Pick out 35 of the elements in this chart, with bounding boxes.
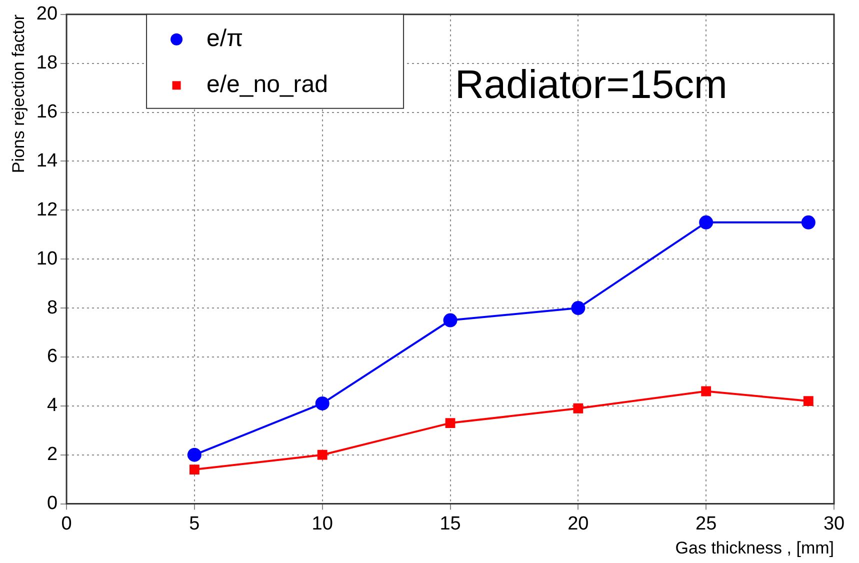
- y-tick-label: 0: [46, 493, 58, 514]
- point: [443, 313, 458, 328]
- y-tick-label: 12: [36, 199, 58, 220]
- legend-label: e/e_no_rad: [206, 71, 328, 98]
- y-tick-label: 20: [36, 4, 58, 25]
- y-axis-title: Pions rejection factor: [8, 14, 28, 174]
- y-tick-label: 14: [36, 150, 58, 172]
- y-tick-label: 6: [46, 346, 58, 368]
- annotation: Radiator=15cm: [455, 63, 728, 108]
- x-tick-label: 15: [440, 513, 461, 534]
- x-tick-label: 25: [696, 513, 717, 534]
- x-tick-label: 30: [823, 513, 845, 534]
- y-tick-label: 2: [46, 444, 58, 466]
- x-tick-label: 10: [312, 513, 333, 534]
- x-tick-label: 0: [61, 513, 72, 534]
- point: [699, 215, 714, 230]
- point: [317, 450, 328, 460]
- point: [315, 396, 330, 410]
- point: [803, 396, 814, 406]
- y-tick-label: 8: [46, 297, 58, 318]
- x-tick-label: 5: [189, 513, 200, 534]
- point: [701, 386, 712, 396]
- y-tick-label: 18: [36, 52, 58, 74]
- point: [801, 215, 816, 230]
- point: [573, 403, 584, 414]
- point: [445, 418, 456, 428]
- point: [189, 464, 200, 474]
- x-axis-title: Gas thickness , [mm]: [675, 538, 834, 558]
- y-tick-label: 10: [36, 248, 58, 270]
- y-tick-label: 16: [36, 102, 58, 123]
- point: [187, 448, 202, 462]
- legend-label: e/π: [206, 25, 244, 52]
- point: [571, 301, 586, 316]
- x-tick-label: 20: [568, 513, 589, 534]
- y-tick-label: 4: [46, 395, 58, 416]
